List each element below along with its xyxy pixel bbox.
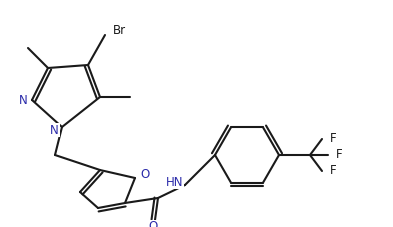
Text: Br: Br [113, 25, 126, 37]
Text: O: O [140, 168, 149, 182]
Text: F: F [330, 165, 337, 178]
Text: N: N [19, 94, 28, 106]
Text: F: F [330, 133, 337, 146]
Text: O: O [149, 220, 158, 227]
Text: F: F [336, 148, 343, 161]
Text: N: N [50, 123, 59, 136]
Text: HN: HN [165, 175, 183, 188]
